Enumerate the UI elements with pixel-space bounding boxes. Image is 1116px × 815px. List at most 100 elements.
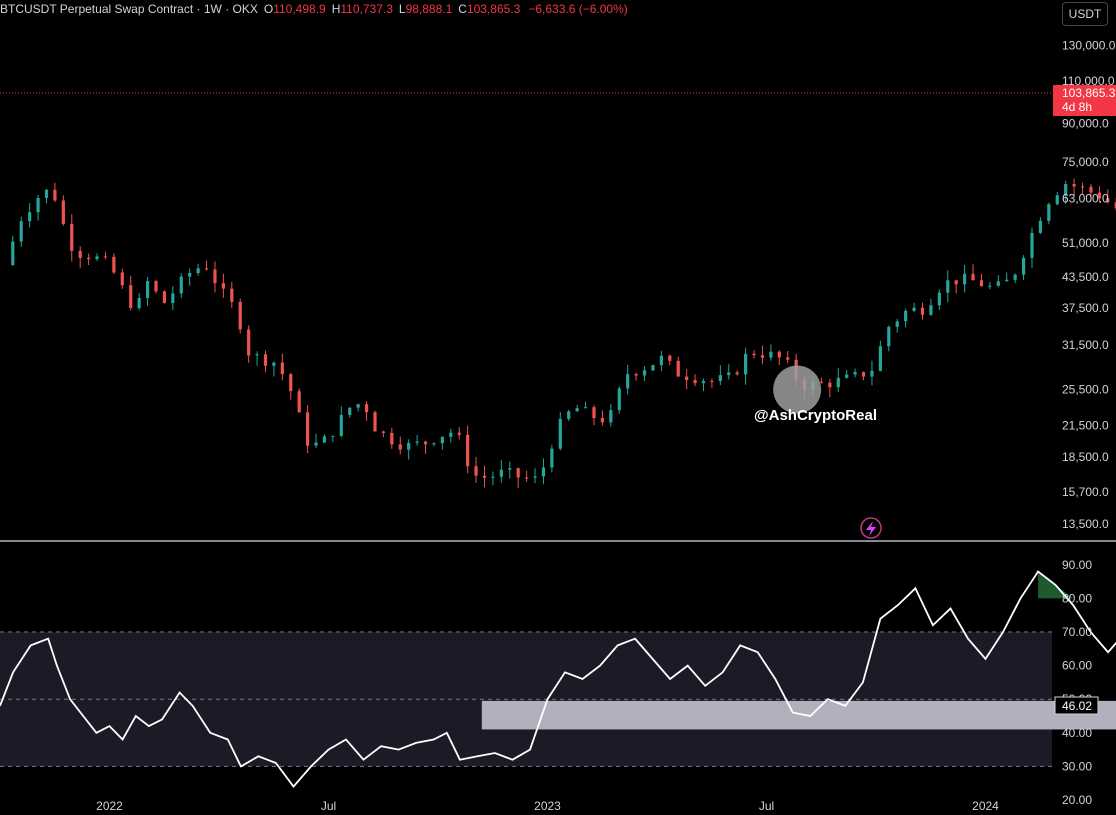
candle (760, 345, 765, 365)
candle (634, 372, 638, 381)
candle (887, 325, 891, 352)
candle-body (744, 353, 748, 375)
lightning-icon[interactable] (860, 517, 882, 539)
open-value: 110,498.9 (273, 2, 326, 16)
candle-body (457, 432, 461, 435)
candle (474, 456, 478, 483)
rsi-tick-label: 30.00 (1062, 759, 1092, 773)
candle-body (272, 362, 276, 366)
candle (415, 434, 419, 446)
candle-body (617, 388, 621, 411)
candle-body (600, 418, 605, 423)
price-tick-label: 21,500.0 (1062, 419, 1109, 433)
candle-body (348, 407, 352, 415)
candle (221, 273, 225, 298)
rsi-tick-label: 60.00 (1062, 659, 1092, 673)
candle-body (407, 442, 411, 450)
time-axis[interactable]: 2022Jul2023Jul2024Jul2025Jul2026Jul (96, 799, 1116, 813)
rsi-tag-value: 46.02 (1062, 699, 1092, 713)
candle-body (78, 250, 82, 258)
candle-body (685, 376, 689, 381)
candle (188, 268, 192, 286)
candle (752, 350, 756, 359)
candle (238, 298, 242, 334)
candle (137, 293, 141, 311)
candle-body (508, 468, 512, 470)
candle (609, 403, 613, 427)
candle (676, 356, 680, 377)
candle-body (196, 268, 200, 274)
candle (373, 410, 377, 432)
candle (78, 246, 82, 269)
candles (11, 178, 1116, 489)
candle (289, 372, 293, 400)
candle (693, 374, 697, 387)
candle-body (777, 351, 781, 358)
candle (423, 440, 428, 454)
candle (297, 388, 301, 413)
time-tick-label: 2022 (96, 799, 123, 813)
candle (516, 467, 520, 489)
candle-body (718, 375, 722, 382)
candle (642, 366, 647, 381)
candle-body (112, 256, 116, 273)
candle (550, 444, 554, 473)
candle (331, 435, 335, 443)
candle-body (129, 285, 133, 308)
candle (735, 370, 739, 376)
candle (280, 353, 284, 381)
candle-body (263, 354, 268, 366)
candle (1013, 273, 1017, 284)
close-value: 103,865.3 (466, 2, 521, 16)
candle (19, 216, 23, 247)
candle (878, 340, 882, 372)
rsi-line (0, 570, 1116, 789)
price-tag-price: 103,865.3 (1062, 86, 1116, 100)
currency-button[interactable]: USDT (1062, 2, 1108, 26)
candle-body (314, 442, 318, 446)
price-tick-label: 18,500.0 (1062, 450, 1109, 464)
rsi-overbought-fill (1038, 571, 1074, 599)
price-tick-label: 75,000.0 (1062, 155, 1109, 169)
watermark: @AshCryptoReal (754, 407, 877, 424)
candle-body (558, 418, 562, 449)
candle-body (398, 444, 402, 450)
candle-body (769, 351, 773, 358)
candle-body (1030, 232, 1034, 258)
highlight-circle (773, 365, 822, 414)
candle-body (920, 307, 925, 315)
candle (306, 405, 310, 454)
candle-body (61, 200, 65, 224)
candle-body (541, 467, 546, 477)
candle (659, 350, 663, 372)
price-tick-label: 43,500.0 (1062, 270, 1109, 284)
price-axis[interactable]: 130,000.0 110,000.0 90,000.0 75,000.0 63,000… (1062, 39, 1116, 531)
candle-body (36, 197, 40, 213)
candle (95, 253, 99, 261)
current-price-tag: 103,865.3 4d 8h (1053, 85, 1116, 116)
price-tick-label: 130,000.0 (1062, 39, 1116, 53)
close-label: C (458, 2, 467, 16)
candle (853, 368, 857, 378)
candle-body (188, 273, 192, 277)
candle (356, 403, 360, 412)
candle-body (95, 256, 99, 260)
candle (701, 378, 706, 392)
candle-body (491, 476, 495, 478)
candle-body (1055, 195, 1059, 205)
candle-body (423, 441, 428, 445)
candle-body (1005, 279, 1009, 282)
candle (971, 264, 975, 281)
candle (769, 344, 773, 361)
candle-body (946, 280, 950, 293)
symbol-title[interactable]: BTCUSDT Perpetual Swap Contract · 1W · O… (0, 2, 258, 16)
candle-body (567, 411, 571, 419)
rsi-value-tag: 46.02 (1054, 696, 1099, 715)
price-tick-label: 110,000.0 (1062, 74, 1115, 88)
candle (364, 401, 369, 421)
price-tick-label: 90,000.0 (1062, 116, 1109, 130)
candle-body (516, 468, 520, 478)
time-tick-label: Jul (759, 799, 774, 813)
candle-body (701, 380, 706, 384)
